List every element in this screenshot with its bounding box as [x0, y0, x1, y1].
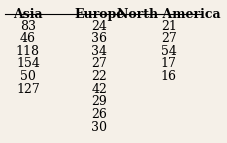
Text: 22: 22: [91, 70, 107, 83]
Text: 27: 27: [91, 57, 107, 70]
Text: 118: 118: [16, 45, 40, 58]
Text: North America: North America: [117, 8, 221, 21]
Text: 36: 36: [91, 32, 107, 45]
Text: 54: 54: [161, 45, 177, 58]
Text: 42: 42: [91, 83, 107, 96]
Text: 30: 30: [91, 121, 107, 134]
Text: 127: 127: [16, 83, 40, 96]
Text: Asia: Asia: [13, 8, 43, 21]
Text: 16: 16: [161, 70, 177, 83]
Text: 24: 24: [91, 20, 107, 33]
Text: 29: 29: [91, 95, 107, 108]
Text: 26: 26: [91, 108, 107, 121]
Text: 50: 50: [20, 70, 36, 83]
Text: 17: 17: [161, 57, 177, 70]
Text: 154: 154: [16, 57, 40, 70]
Text: 46: 46: [20, 32, 36, 45]
Text: 27: 27: [161, 32, 177, 45]
Text: Europe: Europe: [74, 8, 124, 21]
Text: 34: 34: [91, 45, 107, 58]
Text: 83: 83: [20, 20, 36, 33]
Text: 21: 21: [161, 20, 177, 33]
